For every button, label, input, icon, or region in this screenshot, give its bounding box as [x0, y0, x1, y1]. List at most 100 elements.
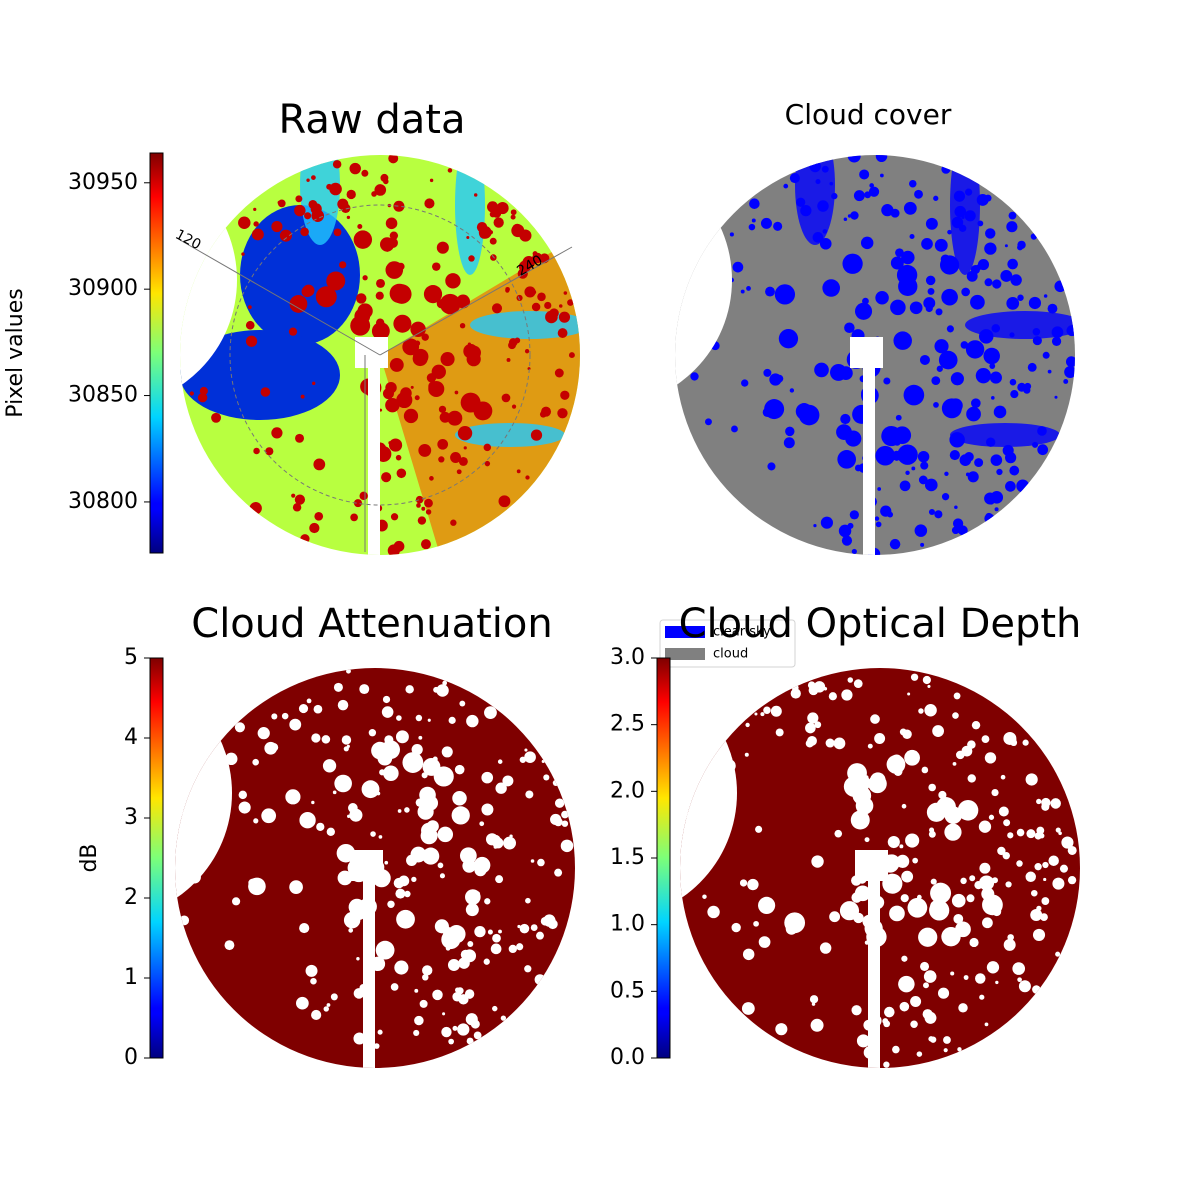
image-dot	[758, 896, 776, 914]
image-dot	[930, 878, 937, 885]
polar-spoke	[379, 246, 573, 356]
image-dot	[1005, 881, 1012, 888]
image-dot	[333, 228, 342, 237]
image-dot	[211, 412, 222, 423]
image-dot	[704, 418, 712, 426]
image-dot	[922, 1009, 933, 1020]
image-dot	[923, 297, 936, 310]
image-dot	[957, 525, 968, 536]
image-dot	[253, 221, 259, 227]
image-dot	[898, 975, 915, 993]
image-dot	[887, 835, 900, 849]
image-dot	[729, 232, 734, 237]
image-dot	[855, 796, 874, 815]
image-dot	[1023, 386, 1031, 394]
image-dot	[956, 750, 965, 760]
image-dot	[953, 692, 961, 700]
image-dot	[552, 779, 560, 787]
colorbar-tick-label: 0.0	[610, 1045, 645, 1070]
image-dot	[944, 471, 949, 476]
image-dot	[819, 237, 832, 250]
image-dot	[1036, 798, 1042, 805]
image-dot	[404, 890, 411, 898]
image-dot	[340, 203, 351, 213]
image-dot	[967, 740, 976, 749]
image-dot	[742, 948, 755, 961]
image-dot	[295, 433, 305, 443]
image-dot	[707, 905, 720, 919]
image-dot	[545, 310, 558, 324]
image-dot	[326, 183, 333, 190]
image-dot	[470, 1019, 480, 1029]
image-dot	[385, 397, 400, 413]
image-dot	[498, 495, 511, 508]
image-dot	[912, 857, 919, 864]
image-dot	[493, 217, 504, 228]
image-dot	[853, 190, 865, 202]
colorbar	[149, 152, 164, 554]
image-dot	[456, 469, 462, 475]
image-dot	[854, 885, 871, 902]
image-dot	[1034, 863, 1042, 871]
image-dot	[374, 184, 387, 196]
image-dot	[428, 381, 439, 392]
image-dot	[1003, 819, 1011, 827]
image-dot	[1007, 832, 1014, 839]
image-dot	[532, 252, 543, 264]
image-dot	[847, 155, 861, 163]
image-dot	[753, 920, 759, 927]
image-dot	[315, 286, 337, 308]
image-dot	[414, 395, 420, 401]
image-dot	[1032, 336, 1042, 346]
image-dot	[805, 739, 814, 748]
image-dot	[935, 308, 943, 316]
image-dot	[473, 1031, 482, 1040]
image-dot	[385, 217, 398, 230]
image-dot	[524, 349, 530, 354]
image-dot	[936, 365, 943, 372]
image-dot	[505, 288, 510, 293]
colorbar	[656, 657, 671, 1059]
image-dot	[890, 299, 906, 316]
image-dot	[378, 835, 383, 839]
image-dot	[989, 371, 1002, 384]
image-dot	[946, 325, 954, 333]
image-dot	[833, 737, 846, 750]
image-dot	[557, 408, 568, 419]
image-dot	[333, 682, 343, 692]
image-dot	[326, 271, 346, 291]
legend-swatch	[665, 648, 705, 660]
image-dot	[543, 774, 550, 781]
image-dot	[560, 839, 574, 853]
image-dot	[828, 692, 837, 701]
image-dot	[774, 284, 796, 305]
image-dot	[382, 388, 394, 400]
image-streak	[470, 311, 580, 339]
image-dot	[1032, 441, 1039, 448]
image-dot	[899, 844, 904, 849]
image-dot	[807, 681, 816, 689]
image-dot	[960, 341, 969, 349]
image-dot	[765, 286, 775, 297]
image-dot	[425, 509, 432, 515]
image-dot	[785, 426, 795, 437]
image-dot	[849, 510, 859, 520]
image-dot	[1064, 365, 1075, 378]
image-dot	[510, 209, 517, 216]
colorbar-tick-label: 30800	[68, 489, 138, 514]
legend-swatch	[665, 626, 705, 638]
image-dot	[984, 194, 992, 202]
image-dot	[492, 208, 502, 218]
image-dot	[928, 508, 936, 516]
colorbar-tick-label: 4	[124, 725, 138, 750]
colorbar-tick-label: 1.5	[610, 845, 645, 870]
image-dot	[238, 216, 251, 229]
image-dot	[567, 299, 574, 306]
image-dot	[1048, 855, 1059, 866]
image-dot	[881, 204, 894, 217]
image-dot	[901, 803, 907, 809]
image-dot	[970, 294, 985, 310]
image-dot	[850, 810, 870, 830]
image-dot	[530, 859, 535, 863]
image-dot	[783, 437, 795, 449]
